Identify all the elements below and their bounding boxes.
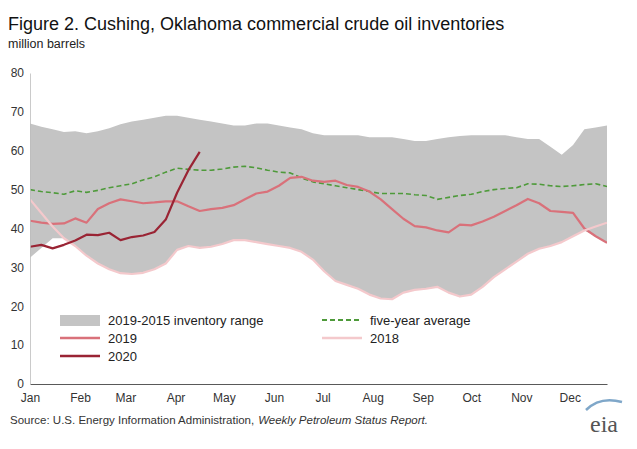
x-axis-line <box>31 384 608 385</box>
source: Source: U.S. Energy Information Administ… <box>10 414 428 426</box>
x-tick-label: Nov <box>511 391 532 405</box>
legend-swatch <box>322 337 362 340</box>
y-tick: 0 <box>17 377 30 391</box>
x-tick: Dec <box>560 384 581 405</box>
legend-item: five-year average <box>322 313 470 328</box>
y-tick: 40 <box>11 222 30 236</box>
x-tick: Sep <box>413 384 435 405</box>
y-tick: 10 <box>11 338 30 352</box>
x-tick-label: Oct <box>462 391 481 405</box>
y-tick: 30 <box>11 261 30 275</box>
x-tick-label: Aug <box>363 391 384 405</box>
x-tick: Nov <box>511 384 532 405</box>
y-tick: 50 <box>11 183 30 197</box>
x-tick-label: Jun <box>265 391 284 405</box>
x-tick-label: Feb <box>70 391 91 405</box>
y-tick-label: 0 <box>17 377 24 391</box>
legend-swatch <box>60 337 100 340</box>
logo: eia <box>586 400 622 437</box>
x-tick: Oct <box>462 384 481 405</box>
series-line <box>30 152 200 248</box>
y-tick-label: 60 <box>11 144 25 158</box>
y-tick: 80 <box>11 66 30 80</box>
x-tick-label: Apr <box>167 391 186 405</box>
legend-swatch <box>60 315 100 326</box>
x-tick: May <box>213 384 236 405</box>
x-tick: Apr <box>167 384 186 405</box>
x-tick-label: May <box>213 391 236 405</box>
x-axis: Jan Feb Mar Apr May Jun Jul Aug Sep Oct Nov Dec <box>21 384 608 405</box>
background <box>0 0 637 449</box>
x-tick: Aug <box>363 384 384 405</box>
series-line <box>30 166 607 199</box>
series-line <box>30 177 607 243</box>
legend-item: 2018 <box>322 331 399 346</box>
range-area <box>30 116 607 299</box>
legend-item: 2020 <box>60 349 137 364</box>
subtitle: million barrels <box>8 37 85 51</box>
legend-item: 2019-2015 inventory range <box>60 313 263 328</box>
x-tick: Feb <box>70 384 91 405</box>
legend: 2019-2015 inventory range five-year avera… <box>60 313 470 364</box>
x-tick: Jun <box>265 384 284 405</box>
y-tick: 60 <box>11 144 30 158</box>
x-tick-label: Jan <box>21 391 40 405</box>
x-tick: Mar <box>116 384 137 405</box>
y-tick-label: 20 <box>11 300 25 314</box>
legend-label: 2018 <box>370 331 399 346</box>
legend-label: 2019 <box>108 331 137 346</box>
x-tick-label: Dec <box>560 391 581 405</box>
x-tick-label: Jul <box>315 391 330 405</box>
legend-label: 2020 <box>108 349 137 364</box>
legend-swatch <box>60 355 100 358</box>
y-tick-label: 40 <box>11 222 25 236</box>
y-tick-label: 50 <box>11 183 25 197</box>
legend-item: 2019 <box>60 331 137 346</box>
y-tick: 20 <box>11 300 30 314</box>
source-text: Source: U.S. Energy Information Administ… <box>10 414 254 426</box>
logo-swoosh <box>586 400 622 410</box>
title: Figure 2. Cushing, Oklahoma commercial c… <box>8 14 504 34</box>
legend-swatch <box>322 319 362 321</box>
y-tick-label: 70 <box>11 105 25 119</box>
x-tick: Jul <box>315 384 330 405</box>
series-line <box>30 199 607 299</box>
legend-label: 2019-2015 inventory range <box>108 313 263 328</box>
x-tick-label: Sep <box>413 391 435 405</box>
logo-text: eia <box>590 411 618 437</box>
x-tick-label: Mar <box>116 391 137 405</box>
y-axis: 0 10 20 30 40 50 60 70 80 <box>11 66 31 391</box>
plot-area <box>30 116 607 299</box>
legend-label: five-year average <box>370 313 470 328</box>
y-axis-line <box>30 74 31 385</box>
y-tick-label: 10 <box>11 338 25 352</box>
y-tick: 70 <box>11 105 30 119</box>
chart: Figure 2. Cushing, Oklahoma commercial c… <box>0 0 637 449</box>
source-publication: Weekly Petroleum Status Report. <box>258 414 428 426</box>
y-tick-label: 30 <box>11 261 25 275</box>
y-tick-label: 80 <box>11 66 25 80</box>
